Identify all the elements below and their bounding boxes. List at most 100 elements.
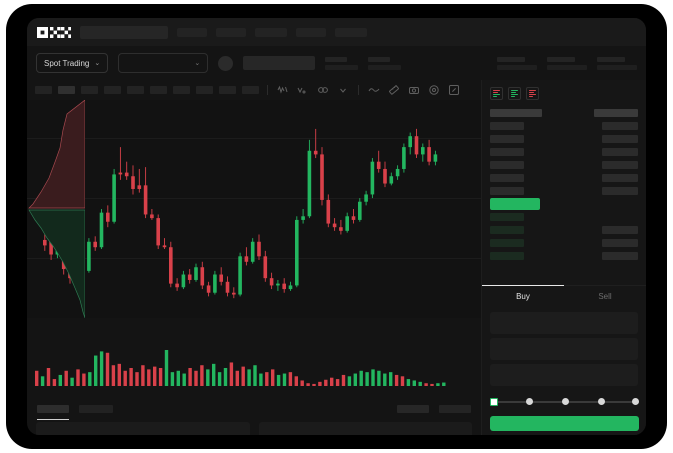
nav-item-2[interactable] xyxy=(216,27,246,37)
orderbook-mode-switcher xyxy=(482,80,646,103)
timeframe-4[interactable] xyxy=(104,86,121,94)
bottom-tab-action-2[interactable] xyxy=(439,405,471,413)
orderbook-price-cell xyxy=(490,238,524,247)
timeframe-7[interactable] xyxy=(173,86,190,94)
order-total-field[interactable] xyxy=(490,364,638,386)
orderbook-amount-cell xyxy=(602,213,638,221)
orderbook-price-cell xyxy=(490,225,524,234)
tab-buy[interactable]: Buy xyxy=(482,285,564,306)
compare-icon[interactable] xyxy=(316,83,330,97)
slider-node-75[interactable] xyxy=(598,398,605,405)
buy-sell-tab-bar: Buy Sell xyxy=(482,285,646,306)
orderbook-ask-row[interactable] xyxy=(490,171,638,184)
trading-pair-select[interactable]: ⌄ xyxy=(118,53,209,73)
bottom-tab-action-1[interactable] xyxy=(397,405,429,413)
timeframe-1[interactable] xyxy=(35,86,52,94)
okx-logo[interactable] xyxy=(37,26,71,38)
orderbook-ask-row[interactable] xyxy=(490,184,638,197)
orderbook-price-cell xyxy=(490,173,524,182)
slider-node-50[interactable] xyxy=(562,398,569,405)
tab-sell[interactable]: Sell xyxy=(598,292,612,301)
device-frame: Spot Trading ⌄ ⌄ xyxy=(6,4,667,449)
pair-name-placeholder xyxy=(243,56,316,70)
orderbook-header[interactable] xyxy=(490,106,638,119)
place-buy-order-button[interactable] xyxy=(490,416,639,431)
stat-change-24h xyxy=(368,56,402,70)
stat-low-24h xyxy=(547,56,587,70)
stat-last-price xyxy=(325,56,359,70)
timeframe-6[interactable] xyxy=(150,86,167,94)
nav-item-5[interactable] xyxy=(335,27,367,37)
orderbook-price-cell xyxy=(490,134,524,143)
orderbook-current-price[interactable] xyxy=(490,197,638,210)
nav-item-1[interactable] xyxy=(177,27,207,37)
bottom-panels xyxy=(27,422,481,435)
timeframe-2[interactable] xyxy=(58,86,75,94)
orderbook-ask-row[interactable] xyxy=(490,158,638,171)
orderbook-rows[interactable] xyxy=(482,103,646,262)
orderbook-ask-row[interactable] xyxy=(490,132,638,145)
orderbook-amount-cell xyxy=(602,134,638,143)
orderbook-bid-row[interactable] xyxy=(490,223,638,236)
orderbook-bid-row[interactable] xyxy=(490,236,638,249)
orderbook-price-cell xyxy=(490,160,524,169)
orderbook-bid-row[interactable] xyxy=(490,249,638,262)
timeframe-8[interactable] xyxy=(196,86,213,94)
toolbar-divider xyxy=(358,85,359,95)
timeframe-9[interactable] xyxy=(219,86,236,94)
orderbook-mode-both[interactable] xyxy=(490,87,503,100)
market-sub-header: Spot Trading ⌄ ⌄ xyxy=(27,46,646,80)
timeframe-10[interactable] xyxy=(242,86,259,94)
line-chart-icon[interactable] xyxy=(367,83,381,97)
slider-node-25[interactable] xyxy=(526,398,533,405)
amount-percent-slider[interactable] xyxy=(490,396,639,408)
order-price-field[interactable] xyxy=(490,312,638,334)
orderbook-ask-row[interactable] xyxy=(490,119,638,132)
global-search-input[interactable] xyxy=(80,25,168,39)
nav-item-3[interactable] xyxy=(255,27,287,37)
chevron-down-icon[interactable] xyxy=(336,83,350,97)
candlestick-chart[interactable] xyxy=(27,100,481,318)
orderbook-price-cell xyxy=(490,121,524,130)
bottom-panel-right[interactable] xyxy=(258,422,472,435)
chevron-down-icon: ⌄ xyxy=(94,60,101,67)
fullscreen-icon[interactable] xyxy=(447,83,461,97)
bottom-tab-order-history[interactable] xyxy=(79,405,113,413)
orderbook-mode-bids[interactable] xyxy=(508,87,521,100)
orderbook-amount-cell xyxy=(602,186,638,195)
slider-node-100[interactable] xyxy=(632,398,639,405)
stat-high-24h xyxy=(497,56,537,70)
orderbook-amount-cell xyxy=(602,251,638,260)
candlestick-series xyxy=(43,128,438,299)
orderbook-amount-cell xyxy=(602,173,638,182)
ruler-icon[interactable] xyxy=(387,83,401,97)
orderbook-price-cell xyxy=(490,251,524,260)
orderbook-ask-row[interactable] xyxy=(490,145,638,158)
alert-icon[interactable] xyxy=(296,83,310,97)
settings-icon[interactable] xyxy=(427,83,441,97)
nav-item-4[interactable] xyxy=(296,27,326,37)
orderbook-amount-cell xyxy=(594,108,638,117)
timeframe-3[interactable] xyxy=(81,86,98,94)
volume-chart[interactable] xyxy=(27,318,481,398)
order-amount-field[interactable] xyxy=(490,338,638,360)
orderbook-price-cell xyxy=(490,108,542,117)
top-navigation-bar xyxy=(27,18,646,46)
orderbook-amount-cell xyxy=(602,121,638,130)
orderbook-amount-cell xyxy=(602,200,638,208)
chart-toolbar xyxy=(27,80,481,100)
slider-node-0[interactable] xyxy=(490,397,498,406)
bottom-panel-left[interactable] xyxy=(36,422,250,435)
orderbook-bid-row[interactable] xyxy=(490,210,638,223)
stat-volume-24h xyxy=(597,56,637,70)
orderbook-mode-asks[interactable] xyxy=(526,87,539,100)
orderbook-amount-cell xyxy=(602,147,638,156)
app-screen: Spot Trading ⌄ ⌄ xyxy=(27,18,646,435)
spot-trading-dropdown[interactable]: Spot Trading ⌄ xyxy=(36,53,109,73)
indicators-icon[interactable] xyxy=(276,83,290,97)
bottom-tab-open-orders[interactable] xyxy=(37,405,69,420)
volume-series xyxy=(35,350,446,386)
timeframe-5[interactable] xyxy=(127,86,144,94)
bottom-tab-bar xyxy=(27,398,481,420)
camera-icon[interactable] xyxy=(407,83,421,97)
